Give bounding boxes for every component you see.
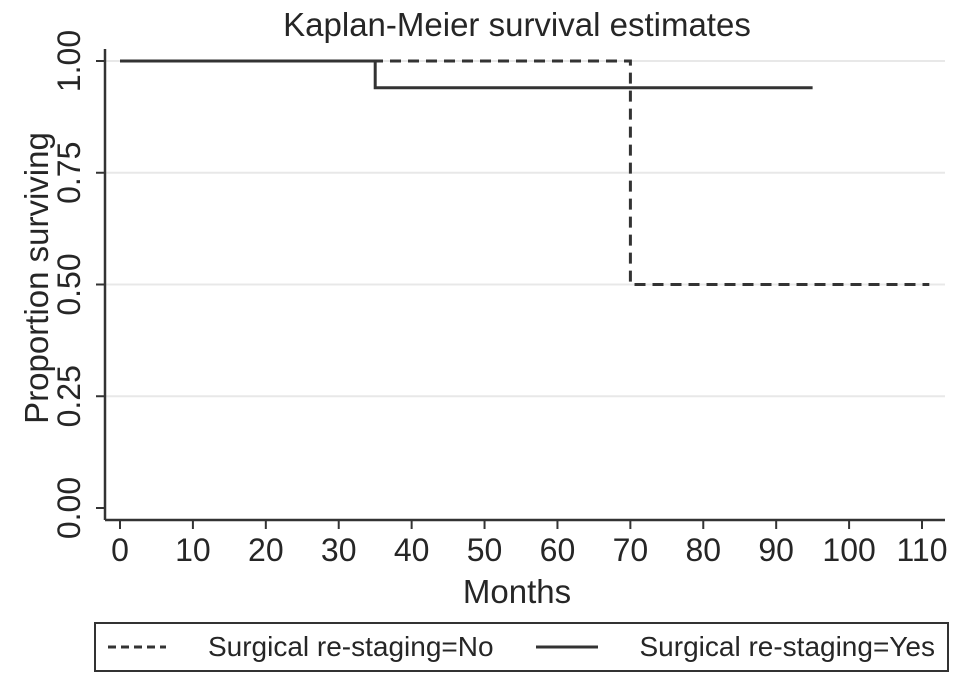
x-tick-label-10: 10	[175, 532, 211, 568]
legend-label-yes: Surgical re-staging=Yes	[639, 631, 935, 662]
x-tick-label-90: 90	[758, 532, 794, 568]
y-axis-label: Proportion surviving	[18, 132, 55, 424]
y-tick-label-0.25: 0.25	[51, 365, 87, 427]
x-tick-label-30: 30	[321, 532, 357, 568]
legend-box: Surgical re-staging=No Surgical re-stagi…	[94, 622, 949, 672]
chart-title: Kaplan-Meier survival estimates	[283, 6, 751, 43]
legend-dashed-line-sample	[108, 645, 166, 649]
y-tick-label-1.00: 1.00	[51, 30, 87, 92]
survival-curve-yes	[120, 59, 813, 90]
x-tick-label-40: 40	[394, 532, 430, 568]
curves-group	[120, 59, 930, 286]
x-tick-label-110: 110	[896, 532, 947, 568]
x-tick-label-100: 100	[822, 532, 875, 568]
x-tick-label-80: 80	[685, 532, 721, 568]
gridlines-group	[105, 60, 945, 398]
ticks-group: 0.00 0.25 0.50 0.75 1.00 0 10 20 30 40 50 60 70 80 90 1…	[51, 30, 948, 568]
legend-label-no: Surgical re-staging=No	[207, 631, 494, 662]
x-tick-label-0: 0	[111, 532, 129, 568]
x-axis-label: Months	[463, 573, 571, 610]
y-tick-label-0.75: 0.75	[51, 142, 87, 204]
y-tick-label-0.00: 0.00	[51, 477, 87, 539]
legend-solid-line-sample	[535, 645, 598, 649]
x-tick-label-60: 60	[540, 532, 576, 568]
x-tick-label-70: 70	[613, 532, 649, 568]
x-tick-label-20: 20	[248, 532, 284, 568]
x-tick-label-50: 50	[467, 532, 503, 568]
y-tick-label-0.50: 0.50	[51, 253, 87, 315]
